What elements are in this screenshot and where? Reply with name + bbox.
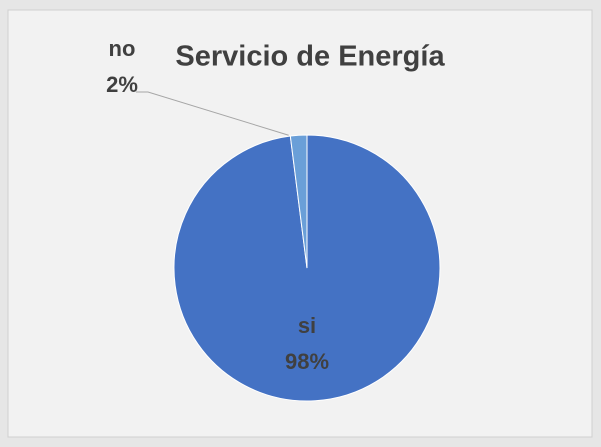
chart-title: Servicio de Energía bbox=[175, 41, 445, 73]
data-label-category: si bbox=[298, 313, 316, 338]
leader-line bbox=[136, 91, 289, 136]
data-label-category: no bbox=[109, 36, 136, 61]
pie-slice bbox=[289, 134, 308, 269]
data-label-value: 98% bbox=[285, 349, 329, 374]
data-label-value: 2% bbox=[106, 72, 138, 97]
